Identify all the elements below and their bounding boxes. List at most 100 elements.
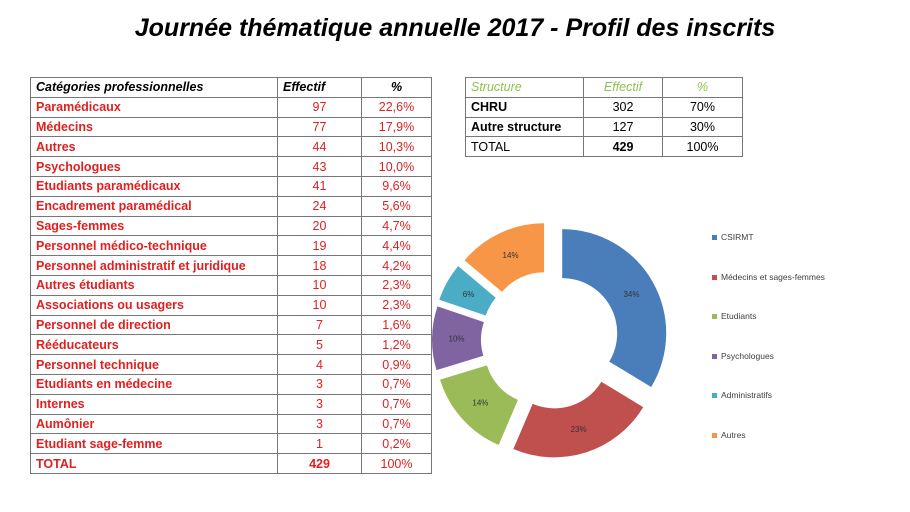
count-cell: 18 [277, 255, 362, 276]
count-cell: 4 [277, 354, 362, 375]
category-cell: Autres [30, 136, 278, 158]
table-row: Encadrement paramédical 24 5,6% [30, 195, 432, 217]
column-header: Catégories professionnelles [30, 77, 278, 98]
percent-cell: 10,3% [361, 136, 432, 158]
table-row: Aumônier 3 0,7% [30, 413, 432, 435]
slice-label: 34% [623, 290, 639, 299]
percent-cell: 30% [662, 116, 743, 138]
slice-label: 14% [503, 251, 519, 260]
percent-cell: 0,7% [361, 413, 432, 435]
legend-swatch [712, 314, 717, 320]
category-cell: Psychologues [30, 156, 278, 177]
total-count: 429 [583, 136, 663, 158]
slice-label: 10% [449, 335, 465, 344]
category-cell: Autres étudiants [30, 274, 278, 296]
total-label: TOTAL [30, 453, 278, 474]
donut-slice [513, 381, 644, 458]
legend-item: Autres [712, 430, 746, 440]
column-header: % [662, 77, 743, 98]
legend-swatch [712, 274, 717, 280]
donut-chart: 34% 23% 14% 10% 6% 14% [432, 223, 667, 458]
legend-item: Médecins et sages-femmes [712, 272, 825, 282]
category-cell: Rééducateurs [30, 334, 278, 356]
category-cell: Associations ou usagers [30, 294, 278, 316]
count-cell: 20 [277, 215, 362, 237]
count-cell: 24 [277, 195, 362, 217]
percent-cell: 0,7% [361, 393, 432, 415]
percent-cell: 5,6% [361, 195, 432, 217]
table-row: Etudiants en médecine 3 0,7% [30, 373, 432, 395]
percent-cell: 2,3% [361, 274, 432, 296]
percent-cell: 10,0% [361, 156, 432, 177]
total-percent: 100% [662, 136, 743, 158]
count-cell: 3 [277, 373, 362, 395]
percent-cell: 1,2% [361, 334, 432, 356]
total-label: TOTAL [465, 136, 584, 158]
table-row: Autres étudiants 10 2,3% [30, 274, 432, 296]
total-count: 429 [277, 453, 362, 474]
donut-slice [464, 223, 545, 292]
percent-cell: 9,6% [361, 175, 432, 197]
table-row: Psychologues 43 10,0% [30, 156, 432, 177]
category-cell: Aumônier [30, 413, 278, 435]
legend-item: CSIRMT [712, 232, 754, 242]
count-cell: 10 [277, 294, 362, 316]
category-cell: Etudiant sage-femme [30, 433, 278, 455]
total-row: TOTAL 429 100% [30, 453, 432, 474]
count-cell: 44 [277, 136, 362, 158]
slice-label: 14% [472, 398, 488, 407]
count-cell: 41 [277, 175, 362, 197]
donut-slice [440, 365, 518, 445]
percent-cell: 70% [662, 96, 743, 118]
page-title: Journée thématique annuelle 2017 - Profi… [134, 14, 776, 42]
count-cell: 127 [583, 116, 663, 138]
category-cell: Personnel administratif et juridique [30, 255, 278, 276]
category-cell: Personnel médico-technique [30, 235, 278, 257]
categories-table: Catégories professionnelles Effectif % P… [30, 77, 432, 474]
slice-label: 6% [463, 290, 475, 299]
table-row: Autres 44 10,3% [30, 136, 432, 158]
column-header: Structure [465, 77, 584, 98]
percent-cell: 0,7% [361, 373, 432, 395]
donut-slice [432, 306, 484, 371]
category-cell: Médecins [30, 116, 278, 138]
table-row: Médecins 77 17,9% [30, 116, 432, 138]
percent-cell: 22,6% [361, 96, 432, 118]
category-cell: Encadrement paramédical [30, 195, 278, 217]
count-cell: 5 [277, 334, 362, 356]
table-row: Associations ou usagers 10 2,3% [30, 294, 432, 316]
table-row: Personnel technique 4 0,9% [30, 354, 432, 375]
table-row: CHRU 302 70% [465, 96, 743, 118]
count-cell: 19 [277, 235, 362, 257]
column-header: Effectif [583, 77, 663, 98]
count-cell: 3 [277, 413, 362, 435]
category-cell: Personnel de direction [30, 314, 278, 336]
table-row: Sages-femmes 20 4,7% [30, 215, 432, 237]
legend-swatch [712, 393, 717, 399]
category-cell: Personnel technique [30, 354, 278, 375]
category-cell: Sages-femmes [30, 215, 278, 237]
category-cell: Paramédicaux [30, 96, 278, 118]
slice-label: 23% [571, 425, 587, 434]
column-header: % [361, 77, 432, 98]
category-cell: Etudiants en médecine [30, 373, 278, 395]
table-row: Personnel médico-technique 19 4,4% [30, 235, 432, 257]
structure-cell: CHRU [465, 96, 584, 118]
percent-cell: 4,4% [361, 235, 432, 257]
structure-cell: Autre structure [465, 116, 584, 138]
count-cell: 77 [277, 116, 362, 138]
percent-cell: 0,9% [361, 354, 432, 375]
legend-item: Administratifs [712, 390, 772, 400]
legend-item: Psychologues [712, 351, 774, 361]
donut-slice [562, 229, 667, 387]
legend-label: Autres [721, 429, 746, 440]
total-row: TOTAL 429 100% [465, 136, 743, 158]
table-row: Paramédicaux 97 22,6% [30, 96, 432, 118]
column-header: Effectif [277, 77, 362, 98]
structure-table: Structure Effectif % CHRU 302 70% Autre str… [465, 77, 743, 158]
legend-label: CSIRMT [721, 232, 754, 242]
table-row: Etudiants paramédicaux 41 9,6% [30, 175, 432, 197]
legend-swatch [712, 235, 717, 241]
count-cell: 1 [277, 433, 362, 455]
legend-swatch [712, 432, 717, 438]
